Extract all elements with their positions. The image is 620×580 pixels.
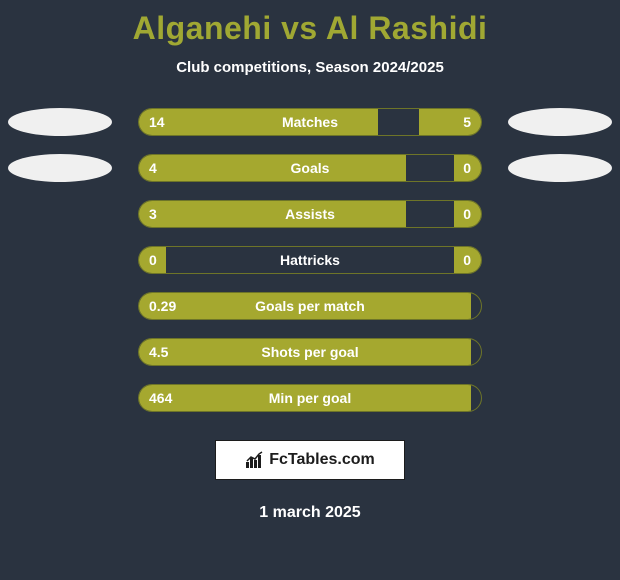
team-badge-right: [508, 154, 612, 182]
bar-track: Min per goal464: [138, 384, 482, 412]
subtitle: Club competitions, Season 2024/2025: [0, 59, 620, 76]
logo-text: FcTables.com: [269, 451, 375, 469]
fctables-logo[interactable]: FcTables.com: [215, 440, 405, 480]
team-badge-left: [8, 108, 112, 136]
stat-row: Matches145: [0, 108, 620, 136]
bar-left-fill: [139, 339, 471, 365]
stats-container: Matches145 Goals40 Assists30 Hattricks00 Goa…: [0, 108, 620, 412]
bar-track: Matches145: [138, 108, 482, 136]
page-title: Alganehi vs Al Rashidi: [0, 0, 620, 47]
bar-left-fill: [139, 293, 471, 319]
bar-left-fill: [139, 155, 406, 181]
bar-left-fill: [139, 201, 406, 227]
bar-right-fill: [454, 247, 481, 273]
bar-right-fill: [454, 155, 481, 181]
bar-left-fill: [139, 385, 471, 411]
bars-icon: [245, 450, 265, 470]
bar-right-fill: [419, 109, 481, 135]
footer-date: 1 march 2025: [0, 504, 620, 522]
stat-row: Hattricks00: [0, 246, 620, 274]
bar-track: Goals per match0.29: [138, 292, 482, 320]
bar-track: Hattricks00: [138, 246, 482, 274]
bar-track: Goals40: [138, 154, 482, 182]
bar-track: Assists30: [138, 200, 482, 228]
stat-row: Goals per match0.29: [0, 292, 620, 320]
bar-track: Shots per goal4.5: [138, 338, 482, 366]
bar-left-fill: [139, 109, 378, 135]
stat-row: Assists30: [0, 200, 620, 228]
stat-row: Shots per goal4.5: [0, 338, 620, 366]
team-badge-right: [508, 108, 612, 136]
stat-row: Goals40: [0, 154, 620, 182]
stat-label: Hattricks: [139, 247, 481, 273]
stat-row: Min per goal464: [0, 384, 620, 412]
bar-left-fill: [139, 247, 166, 273]
team-badge-left: [8, 154, 112, 182]
bar-right-fill: [454, 201, 481, 227]
